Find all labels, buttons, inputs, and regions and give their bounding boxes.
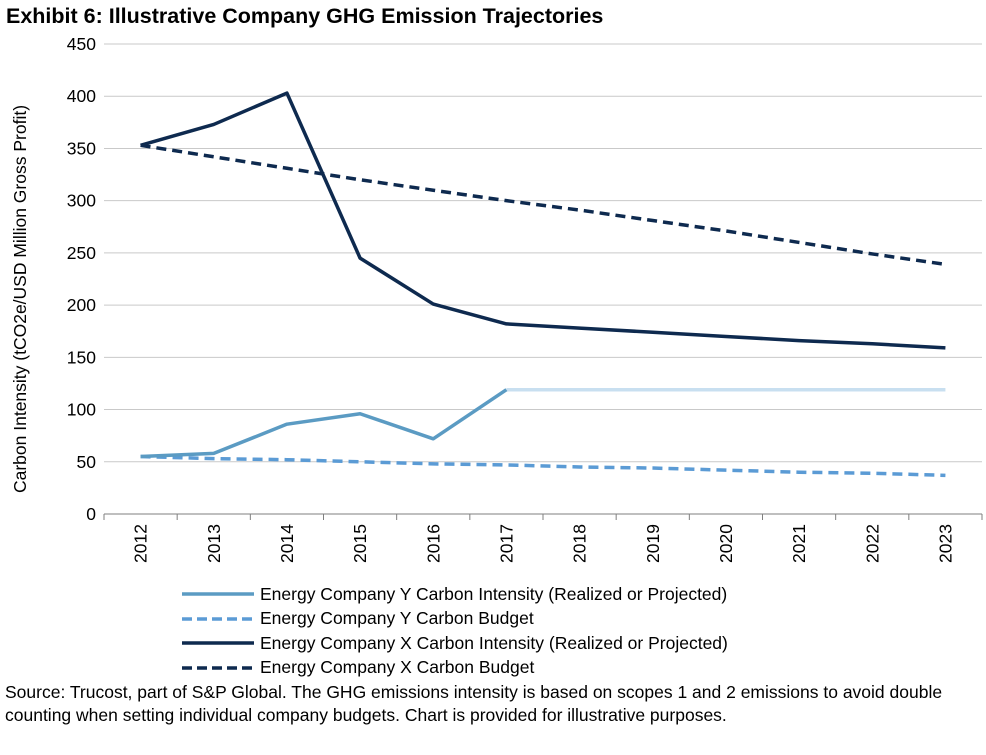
- x-tick-label: 2020: [716, 524, 736, 563]
- x-tick-label: 2015: [350, 524, 370, 563]
- x-tick-label: 2013: [204, 524, 224, 563]
- legend-item: Energy Company X Carbon Budget: [182, 656, 728, 681]
- legend-item: Energy Company X Carbon Intensity (Reali…: [182, 631, 728, 656]
- legend-item: Energy Company Y Carbon Budget: [182, 607, 728, 632]
- x-tick-label: 2012: [131, 524, 151, 563]
- y-tick-label: 350: [67, 138, 96, 158]
- legend-swatch-x-budget: [182, 666, 254, 670]
- y-tick-label: 50: [77, 452, 97, 472]
- x-tick-label: 2022: [862, 524, 882, 563]
- y-tick-label: 400: [67, 86, 96, 106]
- series-3-line: [140, 143, 946, 267]
- legend-label: Energy Company X Carbon Intensity (Reali…: [260, 632, 728, 653]
- x-tick-label: 2016: [423, 524, 443, 563]
- series-1-line: [140, 454, 946, 478]
- y-tick-label: 150: [67, 347, 96, 367]
- source-note: Source: Trucost, part of S&P Global. The…: [5, 682, 943, 725]
- chart-title: Exhibit 6: Illustrative Company GHG Emis…: [6, 4, 604, 28]
- y-tick-label: 0: [86, 504, 96, 524]
- legend-label: Energy Company Y Carbon Budget: [260, 608, 534, 629]
- x-tick-label: 2017: [496, 524, 516, 563]
- y-tick-label: 250: [67, 243, 96, 263]
- y-tick-label: 300: [67, 191, 96, 211]
- line-chart: 0 50 100 150 200 250 300 350 400 450 2012 2013 2014 2…: [10, 34, 983, 563]
- x-tick-label: 2023: [935, 524, 955, 563]
- x-tick-label: 2019: [643, 524, 663, 563]
- legend-swatch-y-intensity: [182, 592, 254, 596]
- legend-label: Energy Company Y Carbon Intensity (Reali…: [260, 583, 728, 604]
- series-2-line: [140, 91, 946, 350]
- legend-item: Energy Company Y Carbon Intensity (Reali…: [182, 582, 728, 607]
- y-tick-label: 450: [67, 34, 96, 54]
- legend-label: Energy Company X Carbon Budget: [260, 657, 535, 678]
- x-tick-label: 2018: [570, 524, 590, 563]
- y-tick-label: 200: [67, 295, 96, 315]
- x-tick-label: 2021: [789, 524, 809, 563]
- legend-swatch-x-intensity: [182, 641, 254, 645]
- chart-legend: Energy Company Y Carbon Intensity (Reali…: [182, 582, 728, 680]
- series-0-line: [140, 388, 508, 459]
- x-tick-label: 2014: [277, 524, 297, 563]
- y-tick-label: 100: [67, 400, 96, 420]
- legend-swatch-y-budget: [182, 617, 254, 621]
- y-axis-label: Carbon Intensity (tCO2e/USD Million Gros…: [10, 105, 30, 493]
